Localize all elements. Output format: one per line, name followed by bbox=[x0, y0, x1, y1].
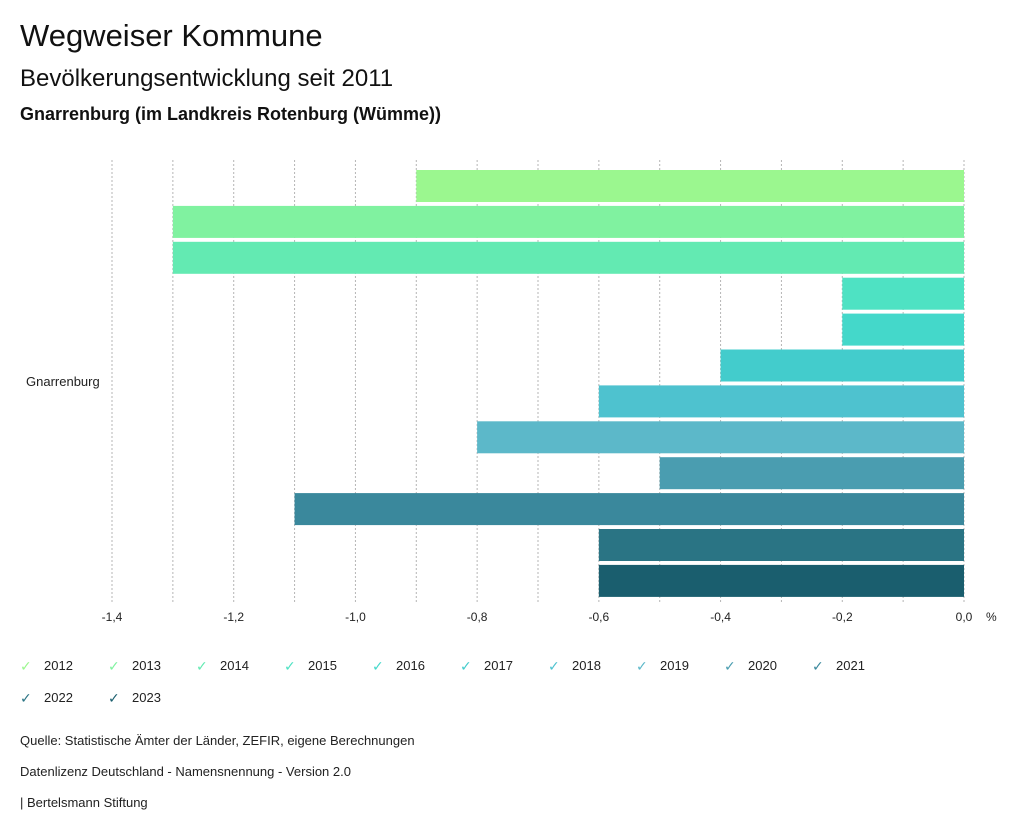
bar-2021 bbox=[294, 493, 965, 526]
check-icon: ✓ bbox=[108, 657, 120, 674]
legend-item-2014[interactable]: ✓ 2014 bbox=[196, 658, 249, 673]
check-icon: ✓ bbox=[636, 657, 648, 674]
category-label: Gnarrenburg bbox=[26, 374, 100, 389]
x-tick-label: -1,4 bbox=[102, 610, 123, 624]
legend-label: 2021 bbox=[836, 658, 865, 673]
legend-label: 2022 bbox=[44, 690, 73, 705]
check-icon: ✓ bbox=[548, 657, 560, 674]
legend-label: 2023 bbox=[132, 690, 161, 705]
bar-2023 bbox=[598, 564, 964, 597]
bar-2019 bbox=[477, 421, 964, 454]
x-tick-label: -1,2 bbox=[223, 610, 244, 624]
check-icon: ✓ bbox=[108, 689, 120, 706]
x-tick-label: -0,4 bbox=[710, 610, 731, 624]
legend-label: 2018 bbox=[572, 658, 601, 673]
chart-subtitle: Bevölkerungsentwicklung seit 2011 bbox=[20, 65, 394, 92]
legend-item-2017[interactable]: ✓ 2017 bbox=[460, 658, 513, 673]
bar-2014 bbox=[172, 241, 964, 274]
check-icon: ✓ bbox=[284, 657, 296, 674]
license-note: Datenlizenz Deutschland - Namensnennung … bbox=[20, 764, 351, 779]
bar-2022 bbox=[598, 529, 964, 561]
bar-2018 bbox=[598, 385, 964, 418]
bar-2015 bbox=[842, 277, 964, 310]
check-icon: ✓ bbox=[372, 657, 384, 674]
check-icon: ✓ bbox=[460, 657, 472, 674]
unit-label: % bbox=[986, 610, 997, 624]
x-tick-label: -0,6 bbox=[589, 610, 610, 624]
legend-item-2021[interactable]: ✓ 2021 bbox=[812, 658, 865, 673]
legend-item-2023[interactable]: ✓ 2023 bbox=[108, 690, 161, 705]
legend-item-2018[interactable]: ✓ 2018 bbox=[548, 658, 601, 673]
check-icon: ✓ bbox=[196, 657, 208, 674]
check-icon: ✓ bbox=[724, 657, 736, 674]
legend-item-2019[interactable]: ✓ 2019 bbox=[636, 658, 689, 673]
bar-2013 bbox=[172, 205, 964, 238]
x-tick-label: -0,2 bbox=[832, 610, 853, 624]
bar-2017 bbox=[720, 349, 964, 382]
brand-note: | Bertelsmann Stiftung bbox=[20, 795, 148, 810]
x-tick-label: -1,0 bbox=[345, 610, 366, 624]
bar-2020 bbox=[659, 457, 964, 490]
page-title: Wegweiser Kommune bbox=[20, 18, 323, 53]
legend-label: 2020 bbox=[748, 658, 777, 673]
check-icon: ✓ bbox=[812, 657, 824, 674]
bar-2012 bbox=[416, 170, 964, 202]
legend-item-2022[interactable]: ✓ 2022 bbox=[20, 690, 73, 705]
check-icon: ✓ bbox=[20, 689, 32, 706]
source-note: Quelle: Statistische Ämter der Länder, Z… bbox=[20, 733, 415, 748]
legend-item-2020[interactable]: ✓ 2020 bbox=[724, 658, 777, 673]
legend-label: 2014 bbox=[220, 658, 249, 673]
legend-item-2012[interactable]: ✓ 2012 bbox=[20, 658, 73, 673]
legend-label: 2013 bbox=[132, 658, 161, 673]
bar-2016 bbox=[842, 313, 964, 346]
legend-item-2015[interactable]: ✓ 2015 bbox=[284, 658, 337, 673]
legend-label: 2016 bbox=[396, 658, 425, 673]
bar-chart: Gnarrenburg -1,4 -1,2 -1,0 -0,8 -0,6 -0,4 -0,2 0… bbox=[26, 160, 997, 624]
check-icon: ✓ bbox=[20, 657, 32, 674]
legend-item-2013[interactable]: ✓ 2013 bbox=[108, 658, 161, 673]
legend-label: 2012 bbox=[44, 658, 73, 673]
legend-label: 2015 bbox=[308, 658, 337, 673]
legend-label: 2019 bbox=[660, 658, 689, 673]
region-title: Gnarrenburg (im Landkreis Rotenburg (Wüm… bbox=[20, 104, 442, 124]
x-tick-label: -0,8 bbox=[467, 610, 488, 624]
legend-label: 2017 bbox=[484, 658, 513, 673]
x-tick-label: 0,0 bbox=[956, 610, 973, 624]
legend-item-2016[interactable]: ✓ 2016 bbox=[372, 658, 425, 673]
